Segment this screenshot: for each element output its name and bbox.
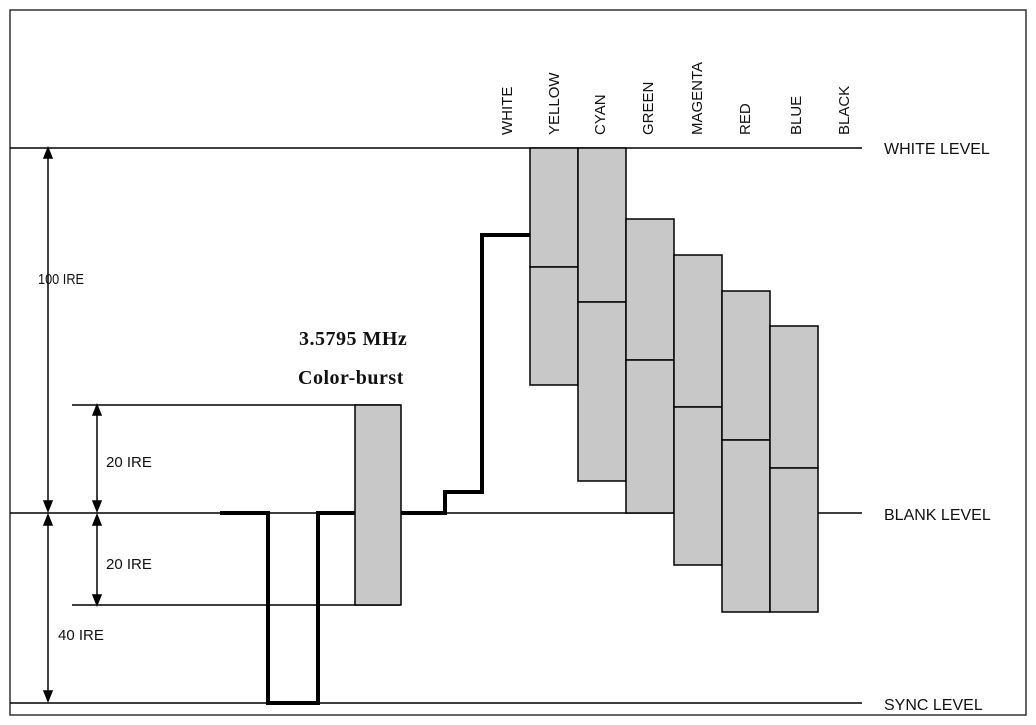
bar-label-green: GREEN <box>640 82 657 135</box>
ire-label-20-lower: 20 IRE <box>106 556 152 573</box>
bar-magenta <box>673 254 723 566</box>
bar-label-magenta: MAGENTA <box>689 62 706 135</box>
bar-yellow <box>529 147 579 386</box>
white-level-label: WHITE LEVEL <box>884 141 990 158</box>
dimension-arrows <box>42 145 103 704</box>
bar-label-blue: BLUE <box>788 96 805 135</box>
bar-green <box>625 218 675 514</box>
bar-label-red: RED <box>737 103 754 135</box>
bar-label-white: WHITE <box>499 87 516 135</box>
color-bar-labels: WHITE YELLOW CYAN GREEN MAGENTA RED BLUE… <box>499 62 853 135</box>
signal-waveform <box>220 511 355 705</box>
color-bar-boxes <box>529 147 819 613</box>
ire-label-100: 100 IRE <box>38 271 84 288</box>
bar-blue <box>769 325 819 613</box>
color-burst-frequency: 3.5795 MHz <box>299 328 407 350</box>
diagram-frame <box>9 9 1027 716</box>
bar-label-cyan: CYAN <box>592 94 609 135</box>
bar-label-black: BLACK <box>836 86 853 135</box>
bar-cyan <box>577 147 627 482</box>
ire-label-20-upper: 20 IRE <box>106 454 152 471</box>
color-burst-box <box>354 404 402 606</box>
bar-label-yellow: YELLOW <box>546 72 563 135</box>
sync-level-label: SYNC LEVEL <box>884 697 983 714</box>
color-burst-label: Color-burst <box>298 367 404 389</box>
blank-level-label: BLANK LEVEL <box>884 507 991 524</box>
ire-label-40: 40 IRE <box>58 627 104 644</box>
bar-red <box>721 290 771 613</box>
signal-waveform-post-burst <box>401 233 530 515</box>
